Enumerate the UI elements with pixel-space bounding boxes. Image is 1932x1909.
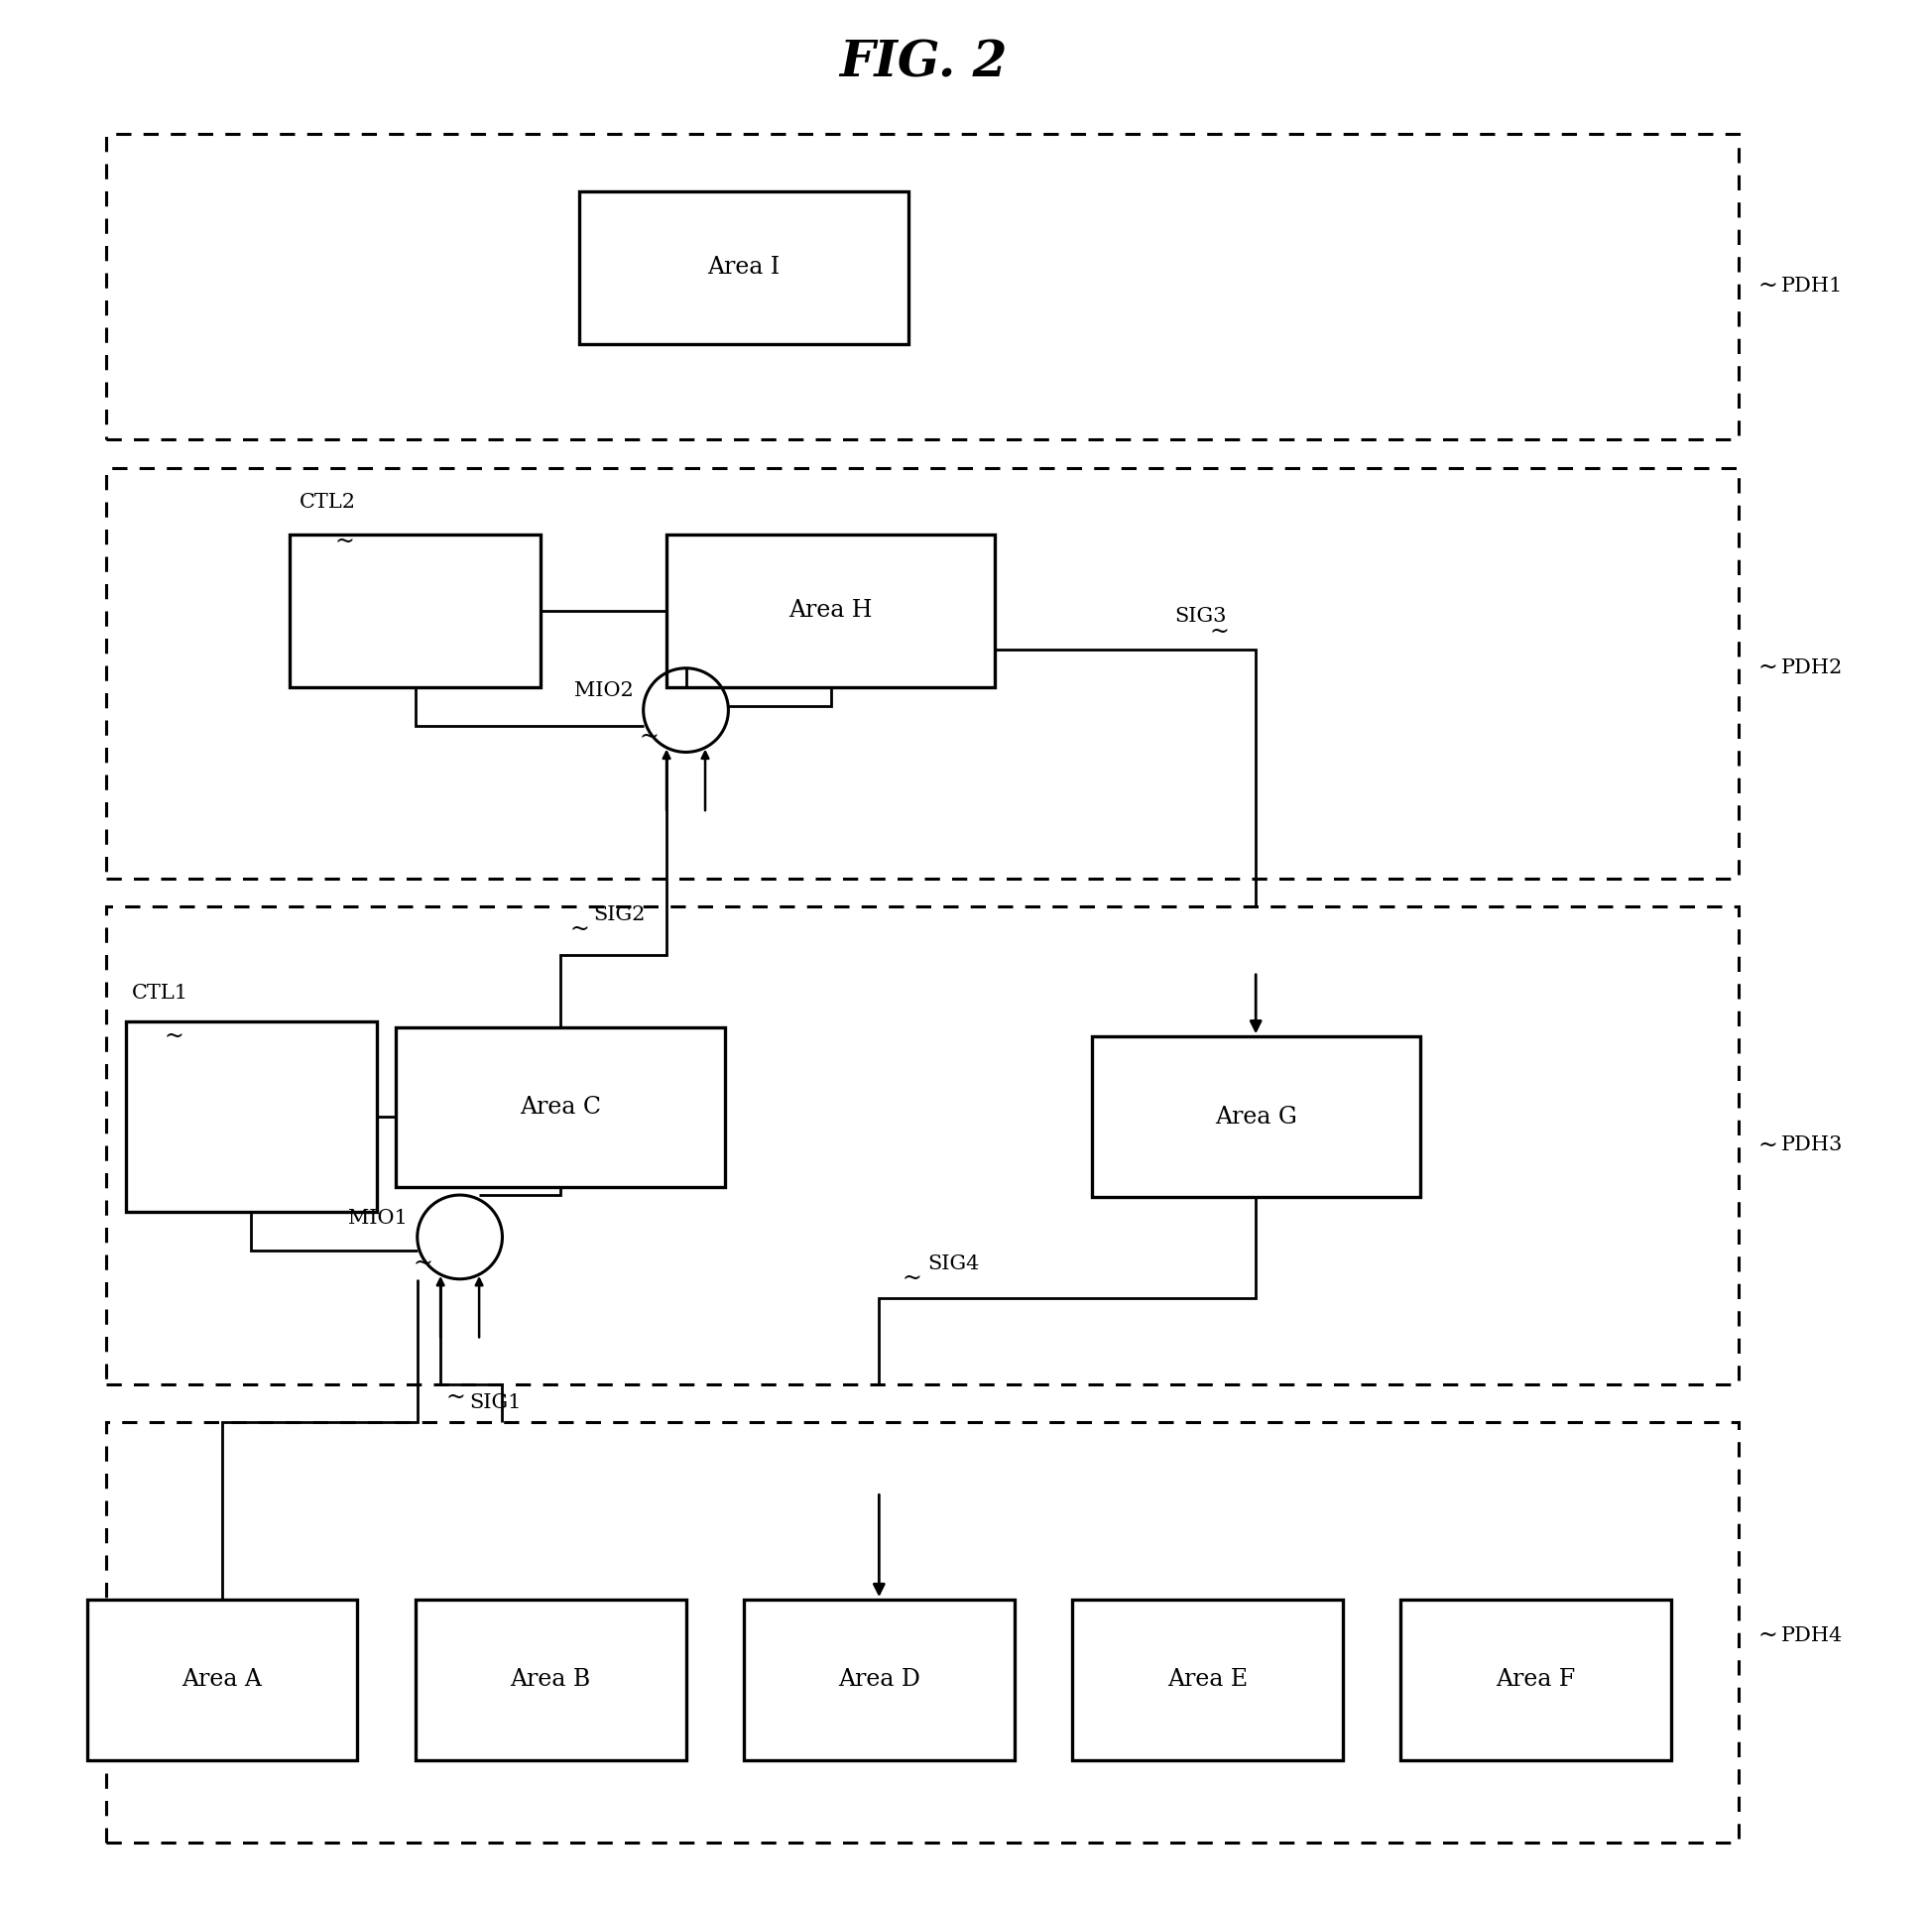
Bar: [1401, 1600, 1671, 1760]
Bar: [106, 907, 1739, 1384]
Text: Area D: Area D: [838, 1668, 920, 1691]
Bar: [106, 468, 1739, 878]
Text: PDH3: PDH3: [1781, 1136, 1843, 1155]
Text: ~: ~: [1758, 1134, 1777, 1157]
Text: ~: ~: [902, 1268, 922, 1290]
Text: Area B: Area B: [510, 1668, 591, 1691]
Text: CTL2: CTL2: [299, 493, 355, 512]
Text: Area H: Area H: [788, 599, 873, 622]
Text: SIG3: SIG3: [1175, 607, 1227, 626]
Text: ~: ~: [164, 1025, 184, 1048]
Text: SIG2: SIG2: [593, 905, 645, 924]
Text: ~: ~: [413, 1252, 433, 1275]
Bar: [106, 1422, 1739, 1842]
Text: MIO2: MIO2: [574, 682, 634, 701]
Text: ~: ~: [1209, 620, 1229, 643]
Text: Area E: Area E: [1167, 1668, 1248, 1691]
Text: CTL1: CTL1: [131, 983, 187, 1002]
Bar: [396, 1027, 724, 1187]
Text: ~: ~: [1758, 1625, 1777, 1647]
Bar: [415, 1600, 686, 1760]
Bar: [106, 134, 1739, 439]
Text: SIG4: SIG4: [927, 1254, 980, 1273]
Text: MIO1: MIO1: [348, 1208, 408, 1227]
Text: Area A: Area A: [182, 1668, 263, 1691]
Bar: [290, 535, 541, 687]
Text: Area G: Area G: [1215, 1105, 1296, 1128]
Bar: [126, 1021, 377, 1212]
Bar: [87, 1600, 357, 1760]
Text: ~: ~: [446, 1386, 466, 1409]
Text: ~: ~: [334, 531, 354, 554]
Text: PDH4: PDH4: [1781, 1626, 1843, 1646]
Text: Area I: Area I: [707, 256, 781, 279]
Bar: [667, 535, 995, 687]
Text: PDH1: PDH1: [1781, 277, 1843, 296]
Text: ~: ~: [1758, 275, 1777, 298]
Text: Area C: Area C: [520, 1096, 601, 1119]
Text: FIG. 2: FIG. 2: [840, 38, 1007, 88]
Text: ~: ~: [570, 918, 589, 941]
Text: SIG1: SIG1: [469, 1394, 522, 1413]
Text: PDH2: PDH2: [1781, 659, 1843, 678]
Text: ~: ~: [639, 725, 659, 748]
Bar: [744, 1600, 1014, 1760]
Text: ~: ~: [1758, 657, 1777, 680]
Bar: [1072, 1600, 1343, 1760]
Bar: [1092, 1037, 1420, 1197]
Text: Area F: Area F: [1495, 1668, 1577, 1691]
Bar: [580, 191, 908, 344]
